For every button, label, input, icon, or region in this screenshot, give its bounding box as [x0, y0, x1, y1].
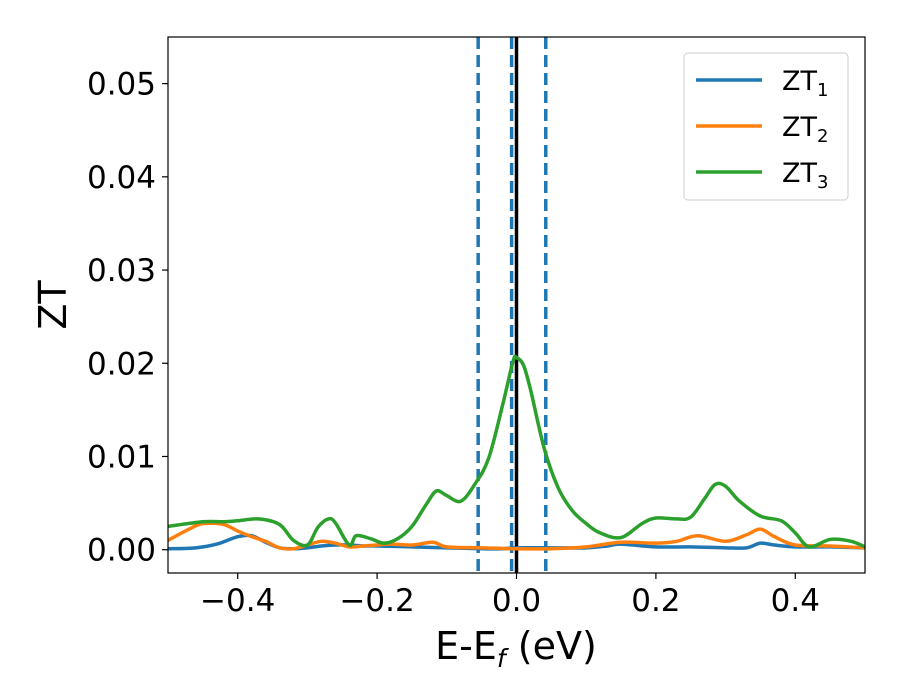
x-axis-label: E-Ef (eV) [435, 624, 597, 673]
x-axis-label-main: E-E [435, 624, 497, 668]
x-tick-label: 0.0 [492, 583, 541, 619]
y-tick-label: 0.04 [87, 160, 156, 196]
legend-label-zt3: ZT3 [782, 158, 828, 193]
x-tick-label: −0.2 [339, 583, 414, 619]
legend: ZT1 ZT2 ZT3 [683, 52, 849, 201]
series-line-zt3 [168, 354, 865, 549]
y-tick-label: 0.05 [87, 67, 156, 103]
y-tick-label: 0.02 [87, 346, 156, 382]
y-tick-label: 0.01 [87, 439, 156, 475]
legend-frame [683, 52, 849, 201]
x-axis-ticks: −0.4 −0.2 0.0 0.2 0.4 [200, 573, 820, 619]
legend-label-zt1: ZT1 [782, 66, 828, 101]
x-axis-label-unit: (eV) [506, 624, 597, 668]
x-tick-label: −0.4 [200, 583, 275, 619]
legend-label-zt2: ZT2 [782, 112, 828, 147]
series-lines [168, 354, 865, 551]
y-axis-label: ZT [31, 280, 75, 330]
x-tick-label: 0.2 [631, 583, 680, 619]
y-axis-ticks: 0.00 0.01 0.02 0.03 0.04 0.05 [87, 67, 168, 569]
y-tick-label: 0.00 [87, 533, 156, 569]
vertical-lines [476, 37, 548, 573]
y-tick-label: 0.03 [87, 253, 156, 289]
series-line-zt2 [168, 521, 865, 551]
x-tick-label: 0.4 [771, 583, 820, 619]
